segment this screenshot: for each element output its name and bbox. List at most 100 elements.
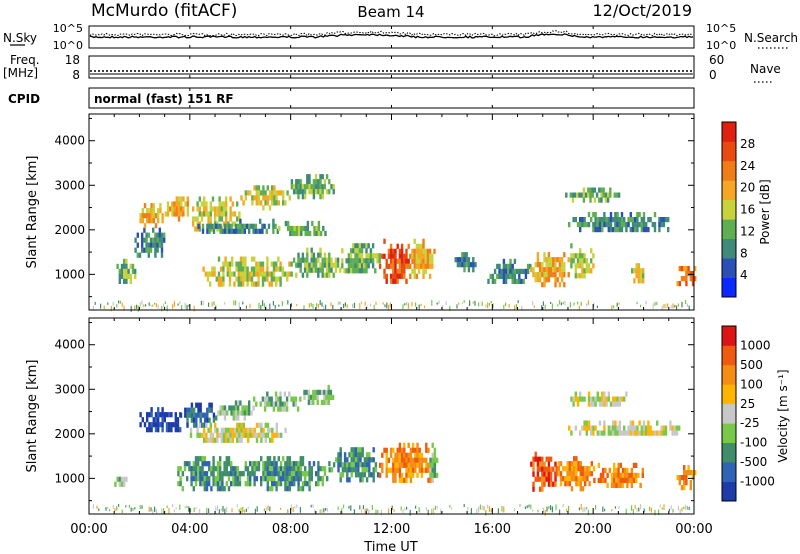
range-cell bbox=[635, 472, 638, 478]
range-cell bbox=[292, 189, 296, 195]
range-cell bbox=[318, 389, 322, 395]
range-cell bbox=[269, 437, 272, 443]
range-cell bbox=[534, 476, 537, 482]
range-cell bbox=[543, 272, 546, 278]
range-cell bbox=[225, 456, 228, 462]
range-cell bbox=[255, 437, 259, 443]
range-cell bbox=[238, 211, 241, 217]
range-cell bbox=[592, 212, 595, 218]
range-cell bbox=[262, 185, 265, 191]
range-cell bbox=[179, 466, 182, 472]
range-cell bbox=[295, 179, 298, 185]
range-cell bbox=[228, 261, 232, 267]
range-cell bbox=[339, 477, 342, 483]
range-cell bbox=[346, 457, 349, 463]
range-cell bbox=[665, 303, 667, 309]
range-cell bbox=[250, 223, 253, 229]
range-cell bbox=[602, 192, 605, 198]
range-cell bbox=[461, 302, 463, 305]
range-cell bbox=[279, 190, 283, 196]
range-cell bbox=[161, 306, 163, 312]
range-cell bbox=[479, 504, 481, 510]
range-cell bbox=[579, 263, 582, 269]
range-cell bbox=[297, 194, 300, 200]
range-cell bbox=[306, 247, 309, 253]
range-cell bbox=[560, 302, 562, 306]
range-cell bbox=[225, 466, 228, 472]
range-cell bbox=[226, 266, 229, 272]
range-cell bbox=[489, 273, 492, 279]
range-cell bbox=[616, 217, 619, 223]
range-cell bbox=[121, 302, 123, 307]
range-cell bbox=[526, 263, 530, 269]
range-cell bbox=[371, 243, 375, 249]
range-cell bbox=[396, 447, 399, 453]
range-cell bbox=[511, 278, 514, 284]
range-cell bbox=[343, 504, 345, 509]
range-cell bbox=[314, 267, 318, 273]
range-cell bbox=[208, 223, 211, 229]
range-cell bbox=[507, 263, 510, 269]
range-cell bbox=[253, 466, 256, 472]
range-cell bbox=[678, 281, 681, 287]
range-cell bbox=[339, 301, 341, 305]
range-cell bbox=[670, 305, 672, 309]
range-cell bbox=[575, 481, 578, 487]
range-cell bbox=[257, 271, 260, 277]
range-cell bbox=[303, 389, 306, 395]
range-cell bbox=[427, 447, 430, 453]
range-cell bbox=[252, 228, 255, 234]
range-cell bbox=[229, 427, 232, 433]
range-cell bbox=[220, 281, 223, 287]
range-cell bbox=[673, 430, 676, 436]
range-cell bbox=[238, 471, 242, 477]
range-cell bbox=[301, 184, 305, 190]
range-cell bbox=[631, 217, 635, 223]
range-cell bbox=[240, 437, 243, 443]
range-cell bbox=[208, 461, 211, 467]
power-colorbar-label: Power [dB] bbox=[758, 179, 772, 244]
range-cell bbox=[389, 467, 393, 473]
range-cell bbox=[403, 273, 406, 279]
range-cell bbox=[137, 305, 139, 312]
range-cell bbox=[504, 268, 508, 274]
range-cell bbox=[222, 206, 226, 212]
range-cell bbox=[145, 247, 148, 253]
range-cell bbox=[372, 457, 375, 463]
range-cell bbox=[192, 471, 195, 477]
range-cell bbox=[398, 447, 402, 453]
range-cell bbox=[261, 271, 265, 277]
range-cell bbox=[554, 267, 557, 273]
range-cell bbox=[211, 271, 214, 277]
range-cell bbox=[312, 179, 316, 185]
range-cell bbox=[573, 461, 576, 467]
range-cell bbox=[214, 481, 217, 487]
range-cell bbox=[367, 243, 370, 249]
range-cell bbox=[177, 206, 181, 212]
range-cell bbox=[310, 184, 313, 190]
range-cell bbox=[203, 437, 206, 443]
range-cell bbox=[268, 190, 272, 196]
range-cell bbox=[325, 507, 327, 511]
range-cell bbox=[123, 481, 126, 487]
range-cell bbox=[237, 266, 240, 272]
range-cell bbox=[461, 252, 464, 258]
range-cell bbox=[179, 504, 181, 510]
range-cell bbox=[319, 252, 322, 258]
range-cell bbox=[203, 476, 206, 482]
range-cell bbox=[354, 263, 357, 269]
range-cell bbox=[264, 200, 267, 206]
colorbar-swatch bbox=[722, 403, 736, 424]
range-cell bbox=[618, 430, 621, 436]
range-cell bbox=[306, 481, 309, 487]
range-cell bbox=[369, 248, 373, 254]
range-cell bbox=[339, 452, 342, 458]
range-cell bbox=[268, 466, 272, 472]
range-cell bbox=[463, 267, 466, 273]
range-cell bbox=[294, 396, 298, 402]
range-cell bbox=[251, 200, 254, 206]
range-cell bbox=[630, 482, 633, 488]
range-cell bbox=[319, 466, 322, 472]
velocity-ylabel: Slant Range [km] bbox=[25, 360, 40, 473]
range-cell bbox=[433, 452, 437, 458]
